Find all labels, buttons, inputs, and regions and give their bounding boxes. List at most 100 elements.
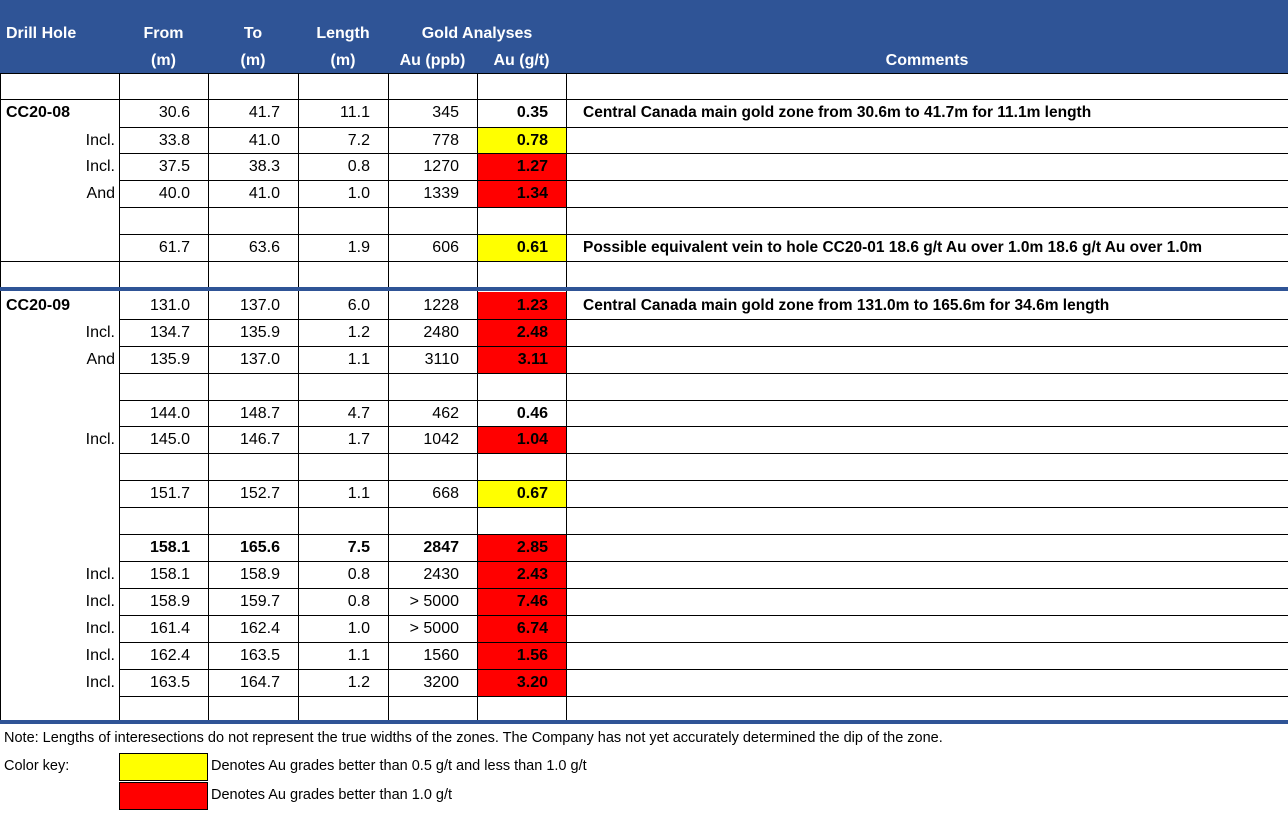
cell-to: 63.6: [248, 239, 280, 256]
cell-gt: [477, 507, 566, 534]
cell-to: [208, 507, 298, 534]
cell-from: [119, 207, 208, 234]
table-row: [0, 207, 1288, 234]
cell-length: 1.1: [347, 647, 370, 664]
grid-line: [119, 207, 1288, 208]
table-row: And 40.0 41.0 1.0 1339 1.34: [0, 180, 1288, 207]
header-length: Length: [316, 25, 370, 42]
cell-from: 158.1: [149, 539, 190, 556]
header-drill-hole: Drill Hole: [6, 25, 77, 42]
grid-line: [0, 261, 1288, 262]
grid-line: [119, 234, 1288, 235]
cell-ppb: 3200: [423, 674, 459, 691]
cell-to: 152.7: [239, 485, 280, 502]
table-row: [0, 507, 1288, 534]
cell-gt: 1.34: [477, 180, 566, 207]
grid-line: [0, 73, 1288, 74]
cell-to: 146.7: [239, 431, 280, 448]
cell-from: 135.9: [149, 351, 190, 368]
grid-line: [208, 73, 209, 723]
cell-to: 164.7: [239, 674, 280, 691]
grid-line: [298, 73, 299, 723]
cell-gt: 0.67: [477, 480, 566, 507]
table-row: 144.0 148.7 4.7 462 0.46: [0, 400, 1288, 427]
cell-ppb: 606: [432, 239, 459, 256]
cell-comment: [566, 669, 1288, 696]
table-row: Incl. 33.8 41.0 7.2 778 0.78: [0, 127, 1288, 154]
cell-ppb: [388, 453, 477, 480]
cell-gt: 0.78: [477, 127, 566, 154]
cell-length: [298, 507, 388, 534]
cell-from: 61.7: [158, 239, 190, 256]
header-au-gt: Au (g/t): [493, 52, 550, 69]
cell-ppb: [388, 261, 477, 288]
cell-length: [298, 696, 388, 723]
cell-hole: [0, 207, 119, 234]
cell-length: 7.5: [347, 539, 370, 556]
cell-comment: [566, 453, 1288, 480]
cell-hole: Incl.: [85, 620, 115, 637]
cell-gt: 3.11: [477, 346, 566, 373]
cell-to: [208, 261, 298, 288]
cell-hole: Incl.: [85, 324, 115, 341]
grid-line: [0, 99, 1288, 100]
cell-to: [208, 696, 298, 723]
cell-from: 158.9: [149, 593, 190, 610]
grid-line: [119, 507, 1288, 508]
table-row: Incl. 161.4 162.4 1.0 > 5000 6.74: [0, 615, 1288, 642]
cell-to: [208, 73, 298, 100]
grid-line: [119, 642, 1288, 643]
cell-length: [298, 453, 388, 480]
cell-hole: [0, 261, 119, 288]
grid-line: [119, 319, 1288, 320]
color-key-label: Color key:: [4, 758, 70, 774]
table-row: [0, 696, 1288, 723]
header-from: From: [143, 25, 184, 42]
table-row: Incl. 162.4 163.5 1.1 1560 1.56: [0, 642, 1288, 669]
cell-hole: Incl.: [85, 566, 115, 583]
cell-from: [119, 453, 208, 480]
cell-gt: 2.85: [477, 534, 566, 561]
cell-length: 1.2: [347, 674, 370, 691]
cell-comment: Possible equivalent vein to hole CC20-01…: [583, 239, 1203, 256]
yellow-key-text: Denotes Au grades better than 0.5 g/t an…: [211, 758, 587, 774]
cell-length: 1.1: [347, 485, 370, 502]
header-from-unit: (m): [151, 52, 176, 69]
cell-to: 135.9: [239, 324, 280, 341]
cell-ppb: 462: [432, 405, 459, 422]
section-divider: [0, 287, 1288, 291]
cell-from: [119, 373, 208, 400]
cell-comment: [566, 207, 1288, 234]
table-row: CC20-08 30.6 41.7 11.1 345 0.35 Central Canada…: [0, 99, 1288, 126]
cell-hole: [0, 373, 119, 400]
cell-from: [119, 696, 208, 723]
cell-ppb: 345: [432, 104, 459, 121]
table-row: Incl. 158.1 158.9 0.8 2430 2.43: [0, 561, 1288, 588]
yellow-swatch: [119, 753, 208, 781]
grid-line: [119, 400, 1288, 401]
cell-from: 144.0: [149, 405, 190, 422]
cell-hole: And: [86, 185, 115, 202]
cell-comment: [566, 507, 1288, 534]
header-to-unit: (m): [240, 52, 266, 69]
cell-from: 162.4: [149, 647, 190, 664]
cell-gt: 2.48: [477, 319, 566, 346]
cell-comment: [566, 319, 1288, 346]
cell-ppb: [388, 696, 477, 723]
cell-ppb: 2430: [423, 566, 459, 583]
cell-to: 41.7: [248, 104, 280, 121]
cell-hole: And: [86, 351, 115, 368]
cell-comment: [566, 534, 1288, 561]
grid-line: [119, 453, 1288, 454]
grid-line: [119, 73, 120, 723]
cell-hole: Incl.: [85, 647, 115, 664]
grid-line: [119, 346, 1288, 347]
cell-ppb: 2480: [423, 324, 459, 341]
section-divider: [0, 720, 1288, 724]
cell-to: 159.7: [239, 593, 280, 610]
red-swatch: [119, 782, 208, 810]
cell-length: 0.8: [347, 158, 370, 175]
cell-ppb: 1228: [423, 297, 459, 314]
cell-from: 37.5: [158, 158, 190, 175]
cell-length: [298, 73, 388, 100]
